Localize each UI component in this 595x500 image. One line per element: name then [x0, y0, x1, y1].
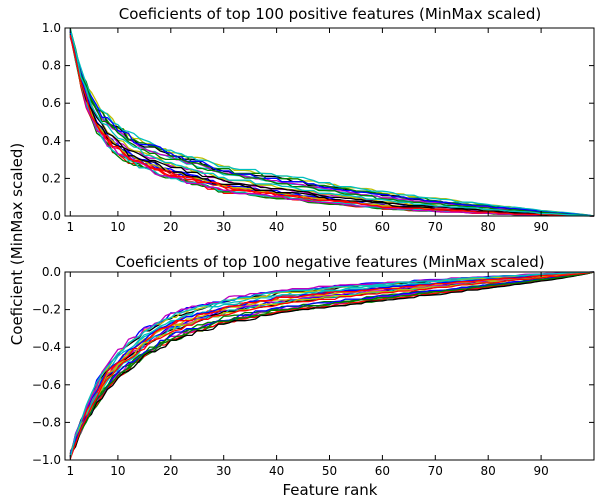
top-y-tick-label: 0.8 — [42, 59, 61, 73]
top-series-line — [69, 33, 595, 217]
top-series-line — [69, 28, 595, 217]
bottom-y-tick-label: −0.6 — [32, 378, 61, 392]
bottom-axes-frame — [64, 271, 595, 461]
top-x-tick-label: 10 — [110, 220, 125, 234]
top-series-line — [69, 29, 595, 217]
top-x-tick-label: 60 — [375, 220, 390, 234]
bottom-axes: Coeficients of top 100 negative features… — [32, 253, 595, 478]
bottom-series-line — [69, 271, 595, 455]
bottom-x-tick-label: 90 — [533, 464, 548, 478]
bottom-chart-title: Coeficients of top 100 negative features… — [115, 253, 544, 271]
bottom-x-tick-label: 1 — [66, 464, 74, 478]
bottom-series-line — [69, 271, 595, 460]
bottom-y-tick-label: 0.0 — [42, 265, 61, 279]
y-axis-label: Coeficient (MinMax scaled) — [8, 143, 26, 345]
top-axes: Coeficients of top 100 positive features… — [42, 5, 595, 234]
top-x-tick-label: 80 — [481, 220, 496, 234]
bottom-axis-ticks: 1 10 20 30 40 50 60 70 80 90 −1.0 −0.8 −0.6 −0.4 −0.2 0… — [32, 265, 594, 478]
bottom-y-tick-label: −0.4 — [32, 340, 61, 354]
bottom-y-tick-label: −1.0 — [32, 453, 61, 467]
top-x-tick-label: 70 — [428, 220, 443, 234]
top-axes-frame — [64, 27, 595, 217]
bottom-x-tick-label: 50 — [322, 464, 337, 478]
top-series-line — [69, 37, 595, 217]
bottom-series-line — [69, 271, 595, 456]
top-x-tick-label: 30 — [216, 220, 231, 234]
bottom-y-tick-label: −0.2 — [32, 303, 61, 317]
top-series-line — [69, 37, 595, 217]
bottom-x-tick-label: 40 — [269, 464, 284, 478]
top-y-tick-label: 0.0 — [42, 209, 61, 223]
top-x-tick-label: 1 — [66, 220, 74, 234]
top-x-tick-label: 90 — [533, 220, 548, 234]
bottom-series-line — [69, 271, 595, 457]
bottom-x-tick-label: 20 — [163, 464, 178, 478]
bottom-x-tick-label: 30 — [216, 464, 231, 478]
bottom-x-tick-label: 70 — [428, 464, 443, 478]
top-x-tick-label: 50 — [322, 220, 337, 234]
top-series-line — [69, 29, 595, 217]
top-series-line — [69, 36, 595, 217]
top-series-lines — [69, 28, 595, 217]
bottom-series-line — [69, 271, 595, 455]
bottom-series-line — [69, 271, 595, 458]
bottom-x-tick-label: 80 — [481, 464, 496, 478]
top-y-tick-label: 0.2 — [42, 171, 61, 185]
bottom-x-tick-label: 10 — [110, 464, 125, 478]
bottom-y-tick-label: −0.8 — [32, 415, 61, 429]
top-x-tick-label: 40 — [269, 220, 284, 234]
top-series-line — [69, 34, 595, 217]
top-axis-ticks: 1 10 20 30 40 50 60 70 80 90 0.0 0.2 0.4 0.6 0.8 1.0 — [42, 21, 594, 234]
bottom-series-lines — [69, 271, 595, 460]
top-series-line — [69, 31, 595, 217]
top-y-tick-label: 0.4 — [42, 134, 61, 148]
top-y-tick-label: 1.0 — [42, 21, 61, 35]
x-axis-label: Feature rank — [282, 481, 377, 499]
top-x-tick-label: 20 — [163, 220, 178, 234]
bottom-x-tick-label: 60 — [375, 464, 390, 478]
top-y-tick-label: 0.6 — [42, 96, 61, 110]
top-chart-title: Coeficients of top 100 positive features… — [119, 5, 542, 23]
